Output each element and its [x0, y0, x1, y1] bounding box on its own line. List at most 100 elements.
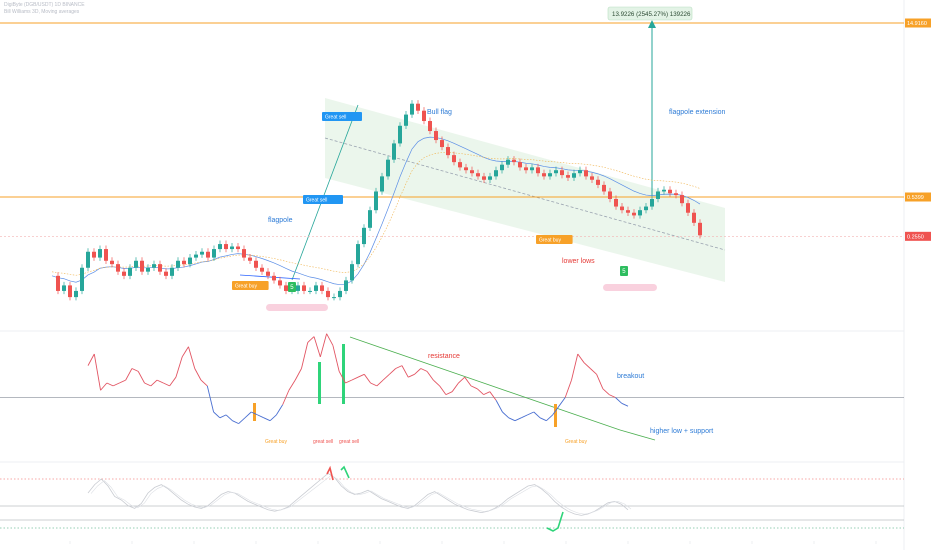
candle-body: [500, 164, 504, 171]
candle-body: [164, 271, 168, 276]
candle-body: [518, 162, 522, 168]
rsi-line-segment: [401, 365, 409, 378]
candle-body: [344, 280, 348, 291]
rsi-label-higher-low: higher low + support: [650, 428, 713, 435]
candle-body: [668, 189, 672, 194]
candle-body: [212, 249, 216, 258]
candle-body: [662, 189, 666, 192]
rsi-line-segment: [539, 417, 547, 422]
rsi-line-segment: [552, 405, 560, 416]
candle-body: [566, 175, 570, 178]
candle-body: [680, 195, 684, 204]
candle-body: [176, 260, 180, 268]
rsi-line-segment: [106, 382, 114, 387]
rsi-line-segment: [244, 411, 252, 419]
candle-body: [572, 173, 576, 178]
candle-body: [524, 167, 528, 171]
rsi-line-segment: [363, 374, 371, 384]
wave-marker-box: [288, 282, 296, 292]
rsi-line-segment: [395, 365, 403, 369]
rsi-resistance-line-ext: [619, 429, 656, 441]
candle-body: [698, 222, 702, 236]
rsi-line-segment: [225, 414, 233, 422]
candle-body: [404, 114, 408, 126]
stoch-d-line: [90, 475, 632, 515]
channel-midline: [324, 137, 726, 251]
candle-body: [272, 275, 276, 281]
signal-label-box: [303, 195, 343, 204]
rsi-line-segment: [282, 390, 290, 405]
rsi-line-segment: [144, 382, 151, 387]
rsi-line-segment: [87, 353, 95, 366]
candle-body: [458, 162, 462, 168]
rsi-line-segment: [257, 414, 265, 419]
candle-body: [116, 264, 120, 272]
signal-label-box: [322, 112, 362, 121]
chart-header-subtitle: Bill Williams 3D, Moving averages: [4, 9, 80, 15]
rsi-line-segment: [213, 411, 221, 419]
candle-body: [446, 147, 450, 156]
candle-body: [284, 285, 288, 291]
annotation-lower-lows: lower lows: [562, 258, 595, 265]
chart-header-title: DigiByte (DGB/USDT) 1D BINANCE: [4, 2, 85, 8]
candle-body: [338, 290, 342, 298]
candle-body: [158, 264, 162, 272]
measure-box: [607, 6, 693, 21]
rsi-signal-text: Great buy: [565, 439, 587, 445]
rsi-line-segment: [558, 397, 566, 407]
candle-body: [170, 267, 174, 276]
rsi-line-segment: [206, 385, 215, 413]
lower-low-highlight: [266, 304, 328, 311]
candle-body: [590, 176, 594, 180]
candle-body: [134, 260, 138, 268]
candle-body: [692, 212, 696, 223]
rsi-line-segment: [546, 414, 553, 422]
bull-flag-channel: [325, 98, 725, 282]
candle-body: [620, 206, 624, 211]
rsi-line-segment: [502, 411, 510, 419]
rsi-line-segment: [382, 373, 390, 381]
candle-body: [140, 260, 144, 272]
candle-body: [362, 227, 366, 245]
candle-body: [380, 176, 384, 192]
rsi-line-segment: [596, 374, 604, 389]
price-axis-tag-text: 0.2550: [907, 234, 924, 240]
candle-body: [614, 198, 618, 207]
candle-body: [374, 191, 378, 211]
price-axis-tag-text: 14.9160: [907, 21, 927, 27]
candle-body: [548, 173, 552, 177]
rsi-line-segment: [420, 368, 428, 372]
rsi-line-segment: [294, 368, 302, 381]
rsi-line-segment: [188, 346, 196, 369]
candle-body: [302, 285, 306, 291]
candle-body: [674, 193, 678, 196]
rsi-line-segment: [357, 373, 365, 378]
candle-body: [626, 210, 630, 213]
candle-body: [230, 246, 234, 250]
candle-body: [254, 260, 258, 268]
candle-body: [92, 251, 96, 258]
candle-body: [260, 267, 264, 272]
rsi-line-segment: [527, 411, 535, 416]
candle-body: [320, 285, 324, 291]
rsi-line-segment: [307, 336, 315, 343]
rsi-line-segment: [200, 379, 208, 387]
rsi-line-segment: [615, 397, 623, 404]
candle-body: [80, 267, 84, 291]
signal-label-text: Great buy: [539, 238, 561, 244]
signal-label-text: Great buy: [235, 284, 257, 290]
rsi-line-segment: [451, 382, 459, 392]
rsi-line-segment: [332, 345, 340, 372]
annotation-bull-flag: Bull flag: [427, 109, 452, 116]
extension-arrow-head: [648, 20, 656, 28]
candle-body: [332, 297, 336, 299]
candle-body: [494, 170, 498, 177]
rsi-line-segment: [508, 417, 516, 422]
rsi-line-segment: [408, 373, 415, 378]
rsi-line-segment: [326, 333, 334, 346]
rsi-line-segment: [433, 379, 440, 387]
candle-body: [368, 210, 372, 228]
price-axis-tag: [905, 231, 931, 241]
rsi-line-segment: [439, 385, 447, 395]
